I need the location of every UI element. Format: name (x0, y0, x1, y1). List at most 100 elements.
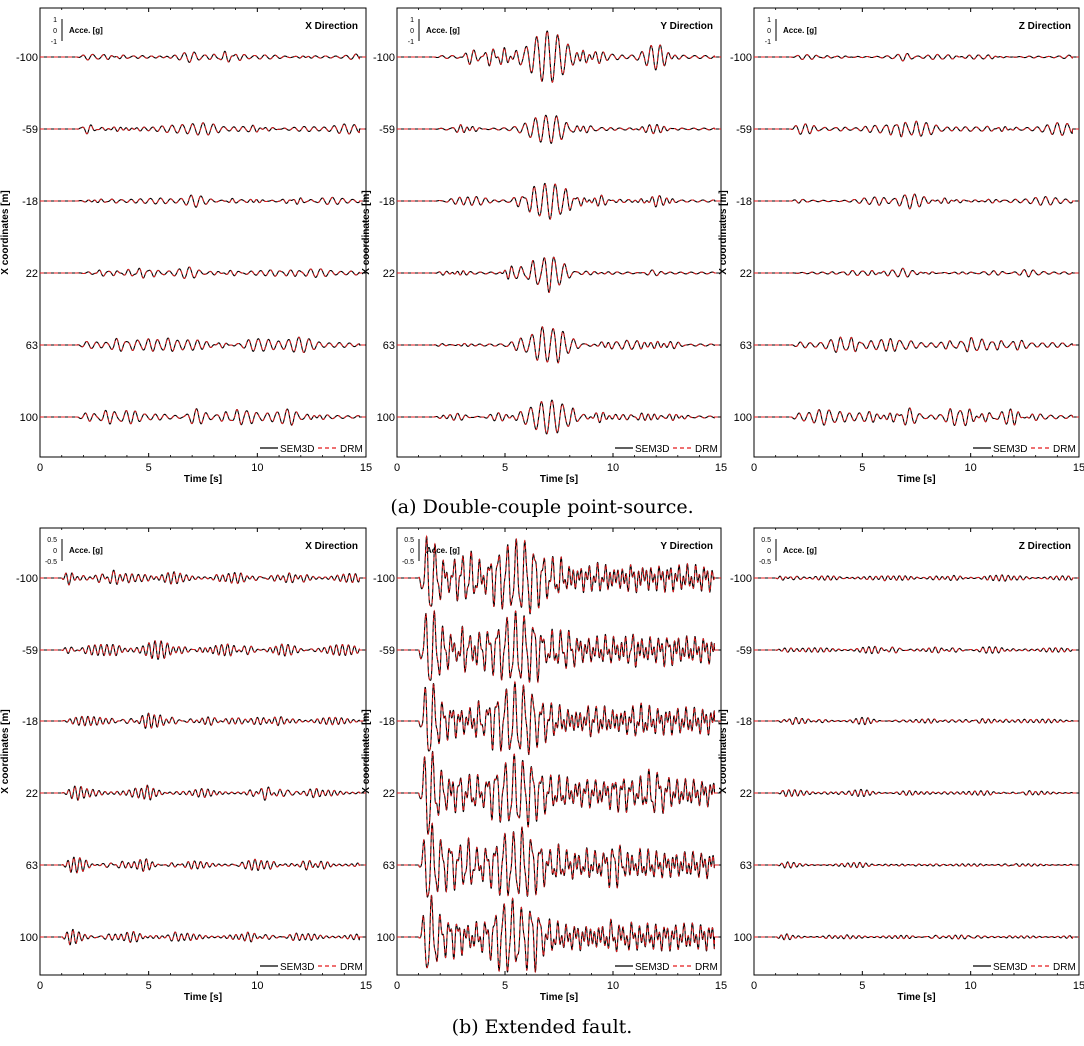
station-label: 100 (20, 412, 38, 424)
scale-tick-label: 0 (767, 548, 771, 555)
x-axis-label: Time [s] (184, 992, 222, 1003)
scale-tick-label: 0.5 (47, 537, 57, 544)
station-label: 63 (26, 860, 38, 872)
series-sem3d-trace (39, 408, 367, 426)
scale-label: Acce. [g] (783, 546, 817, 555)
station-label: 63 (26, 340, 38, 352)
x-tick-label: 10 (607, 462, 619, 474)
series-sem3d-trace (753, 267, 1080, 278)
panel-a-x-frame (39, 7, 367, 458)
series-drm-trace (397, 182, 721, 220)
series-drm-trace (40, 928, 366, 946)
scale-label: Acce. [g] (783, 26, 817, 35)
panel-title: X Direction (305, 21, 358, 32)
scale-tick-label: 0.5 (404, 537, 414, 544)
x-tick-label: 10 (965, 462, 977, 474)
x-tick-label: 15 (1073, 980, 1084, 992)
panel-b-x-frame (39, 527, 367, 976)
series-drm-trace (397, 822, 721, 898)
series-drm-trace (397, 894, 721, 974)
station-label: 22 (383, 268, 395, 280)
x-tick-label: 0 (751, 462, 757, 474)
x-tick-label: 0 (37, 980, 43, 992)
panel-title: X Direction (305, 541, 358, 552)
scale-tick-label: 0 (767, 28, 771, 35)
x-tick-label: 15 (360, 980, 372, 992)
series-drm-trace (397, 609, 721, 684)
station-label: 100 (377, 932, 395, 944)
legend-label-drm: DRM (1053, 444, 1076, 455)
scale-tick-label: 0.5 (761, 537, 771, 544)
x-tick-label: 10 (965, 980, 977, 992)
series-drm-trace (397, 256, 721, 293)
station-label: -59 (379, 124, 395, 136)
series-drm-trace (754, 574, 1079, 582)
station-label: 63 (383, 860, 395, 872)
series-drm-trace (754, 120, 1079, 138)
series-drm-trace (754, 861, 1079, 869)
station-label: 63 (740, 860, 752, 872)
y-axis-label: X coordinates [m] (718, 190, 729, 274)
station-label: -18 (736, 716, 752, 728)
scale-tick-label: 0 (53, 548, 57, 555)
panel-b-y-direction: 0 5 10 15 Time [s] X coordinates [m] Y Directi… (361, 527, 727, 1003)
station-label: -59 (736, 645, 752, 657)
scale-tick-label: -0.5 (45, 559, 57, 566)
station-label: 100 (734, 412, 752, 424)
series-drm-trace (40, 784, 366, 801)
x-axis-label: Time [s] (184, 474, 222, 485)
station-label: -18 (379, 716, 395, 728)
legend-label-drm: DRM (340, 444, 363, 455)
station-label: -59 (736, 124, 752, 136)
x-tick-label: 10 (251, 462, 263, 474)
panel-a-z-frame (753, 7, 1080, 458)
x-tick-label: 15 (715, 462, 727, 474)
series-drm-trace (754, 193, 1079, 210)
legend-label-sem3d: SEM3D (635, 444, 669, 455)
station-label: -100 (730, 573, 752, 585)
panel-b-z-frame (753, 527, 1080, 976)
station-label: 100 (734, 932, 752, 944)
x-tick-label: 5 (502, 462, 508, 474)
legend-label-sem3d: SEM3D (993, 962, 1027, 973)
series-drm-trace (40, 569, 366, 586)
station-label: 22 (26, 788, 38, 800)
series-drm-trace (40, 640, 366, 661)
series-drm-trace (754, 716, 1079, 726)
scale-tick-label: -0.5 (759, 559, 771, 566)
series-drm-trace (397, 749, 721, 836)
y-axis-label: X coordinates [m] (718, 709, 729, 793)
y-axis-label: X coordinates [m] (0, 709, 11, 793)
station-label: -100 (373, 573, 395, 585)
legend-label-sem3d: SEM3D (993, 444, 1027, 455)
legend-label-drm: DRM (340, 962, 363, 973)
station-label: -100 (730, 52, 752, 64)
x-tick-label: 5 (859, 462, 865, 474)
panel-title: Y Direction (660, 541, 713, 552)
x-tick-label: 5 (146, 980, 152, 992)
scale-label: Acce. [g] (69, 26, 103, 35)
series-drm-trace (397, 534, 721, 615)
panel-b-y-frame (396, 527, 722, 976)
station-label: -18 (736, 196, 752, 208)
series-drm-trace (754, 645, 1079, 655)
station-label: 22 (740, 788, 752, 800)
legend-label-sem3d: SEM3D (635, 962, 669, 973)
scale-tick-label: 1 (767, 17, 771, 24)
x-axis-label: Time [s] (540, 992, 578, 1003)
scale-tick-label: 0 (410, 28, 414, 35)
station-label: -59 (22, 645, 38, 657)
scale-label: Acce. [g] (426, 546, 460, 555)
series-drm-trace (754, 53, 1079, 62)
x-tick-label: 10 (251, 980, 263, 992)
scale-tick-label: -1 (408, 39, 414, 46)
x-axis-label: Time [s] (897, 474, 935, 485)
series-drm-trace (754, 788, 1079, 798)
x-tick-label: 5 (146, 462, 152, 474)
x-tick-label: 0 (394, 980, 400, 992)
panel-b-x-direction: 0 5 10 15 Time [s] X coordinates [m] X Directi… (0, 527, 372, 1003)
series-sem3d-trace (753, 336, 1080, 353)
station-label: -59 (22, 124, 38, 136)
